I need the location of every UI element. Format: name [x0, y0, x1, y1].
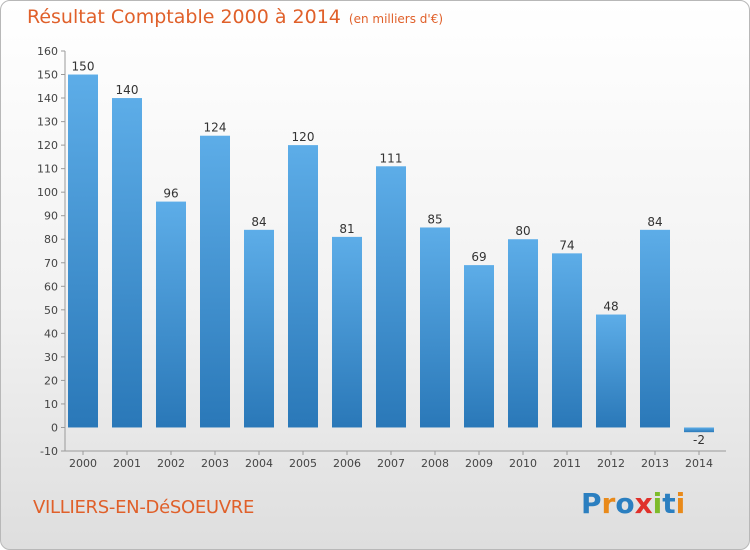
- bar-value-label: 85: [427, 212, 442, 226]
- bar: [552, 253, 582, 428]
- logo-letter: x: [634, 487, 653, 520]
- value-labels: 150 140 96 124 84 120 81 111 85 69 80 74 48 84 -2: [72, 60, 705, 448]
- x-tick-label: 2014: [685, 457, 713, 470]
- bar: [68, 74, 98, 428]
- y-tick-label: -10: [40, 445, 58, 458]
- logo-letter: o: [615, 487, 635, 520]
- y-tick-label: 70: [44, 257, 58, 270]
- bar-value-label: 111: [380, 151, 403, 165]
- bar-value-label: 140: [116, 83, 139, 97]
- logo-letter: i: [675, 487, 686, 520]
- bars: [68, 74, 714, 433]
- chart-subtitle: (en milliers d'€): [348, 12, 444, 26]
- y-tick-label: 150: [37, 69, 58, 82]
- bar-value-label: 124: [204, 121, 227, 135]
- y-tick-label: 100: [37, 186, 58, 199]
- y-tick-label: 160: [37, 45, 58, 58]
- x-tick-label: 2004: [245, 457, 273, 470]
- y-tick-label: 110: [37, 163, 58, 176]
- y-tick-label: 20: [44, 374, 58, 387]
- bar-value-label: 74: [559, 238, 574, 252]
- x-tick-label: 2012: [597, 457, 625, 470]
- y-tick-label: 40: [44, 327, 58, 340]
- y-tick-label: 140: [37, 92, 58, 105]
- x-tick-label: 2003: [201, 457, 229, 470]
- y-tick-label: 90: [44, 210, 58, 223]
- logo-letter: i: [652, 487, 663, 520]
- y-tick-label: 80: [44, 233, 58, 246]
- bar: [596, 314, 626, 428]
- bar: [332, 236, 362, 428]
- bar-value-label: 84: [647, 215, 662, 229]
- bar: [244, 229, 274, 428]
- x-tick-label: 2009: [465, 457, 493, 470]
- x-tick-label: 2008: [421, 457, 449, 470]
- logo-letter: r: [601, 487, 616, 520]
- bar: [464, 265, 494, 428]
- x-tick-label: 2005: [289, 457, 317, 470]
- bar: [640, 229, 670, 428]
- y-tick-label: 30: [44, 351, 58, 364]
- x-tick-label: 2013: [641, 457, 669, 470]
- bar-value-label: 69: [471, 250, 486, 264]
- y-tick-label: 50: [44, 304, 58, 317]
- bar-value-label: 120: [292, 130, 315, 144]
- bar-value-label: 48: [603, 300, 618, 314]
- axes: -100102030405060708090100110120130140150…: [37, 45, 726, 470]
- x-tick-label: 2010: [509, 457, 537, 470]
- proxiti-logo[interactable]: Proxiti: [581, 487, 685, 520]
- logo-letter: P: [581, 487, 602, 520]
- bar-value-label: -2: [693, 433, 705, 447]
- x-tick-label: 2001: [113, 457, 141, 470]
- bar: [684, 427, 714, 433]
- x-tick-label: 2002: [157, 457, 185, 470]
- bar: [200, 135, 230, 428]
- bar: [288, 145, 318, 428]
- chart-title: Résultat Comptable 2000 à 2014 (en millie…: [27, 6, 443, 28]
- y-tick-label: 60: [44, 280, 58, 293]
- y-tick-label: 10: [44, 398, 58, 411]
- bar: [112, 98, 142, 428]
- x-tick-label: 2006: [333, 457, 361, 470]
- y-tick-label: 0: [51, 421, 58, 434]
- bar: [508, 239, 538, 428]
- bar: [420, 227, 450, 428]
- bar: [156, 201, 186, 428]
- bar: [376, 166, 406, 428]
- chart-title-text: Résultat Comptable 2000 à 2014: [27, 6, 341, 28]
- y-tick-label: 120: [37, 139, 58, 152]
- city-name: VILLIERS-EN-DéSOEUVRE: [33, 497, 255, 518]
- bar-value-label: 81: [339, 222, 354, 236]
- y-tick-label: 130: [37, 116, 58, 129]
- bar-value-label: 84: [251, 215, 266, 229]
- x-tick-label: 2000: [69, 457, 97, 470]
- bar-value-label: 80: [515, 224, 530, 238]
- logo-letter: t: [662, 487, 676, 520]
- bar-value-label: 96: [163, 187, 178, 201]
- x-tick-label: 2007: [377, 457, 405, 470]
- x-tick-label: 2011: [553, 457, 581, 470]
- bar-value-label: 150: [72, 60, 95, 74]
